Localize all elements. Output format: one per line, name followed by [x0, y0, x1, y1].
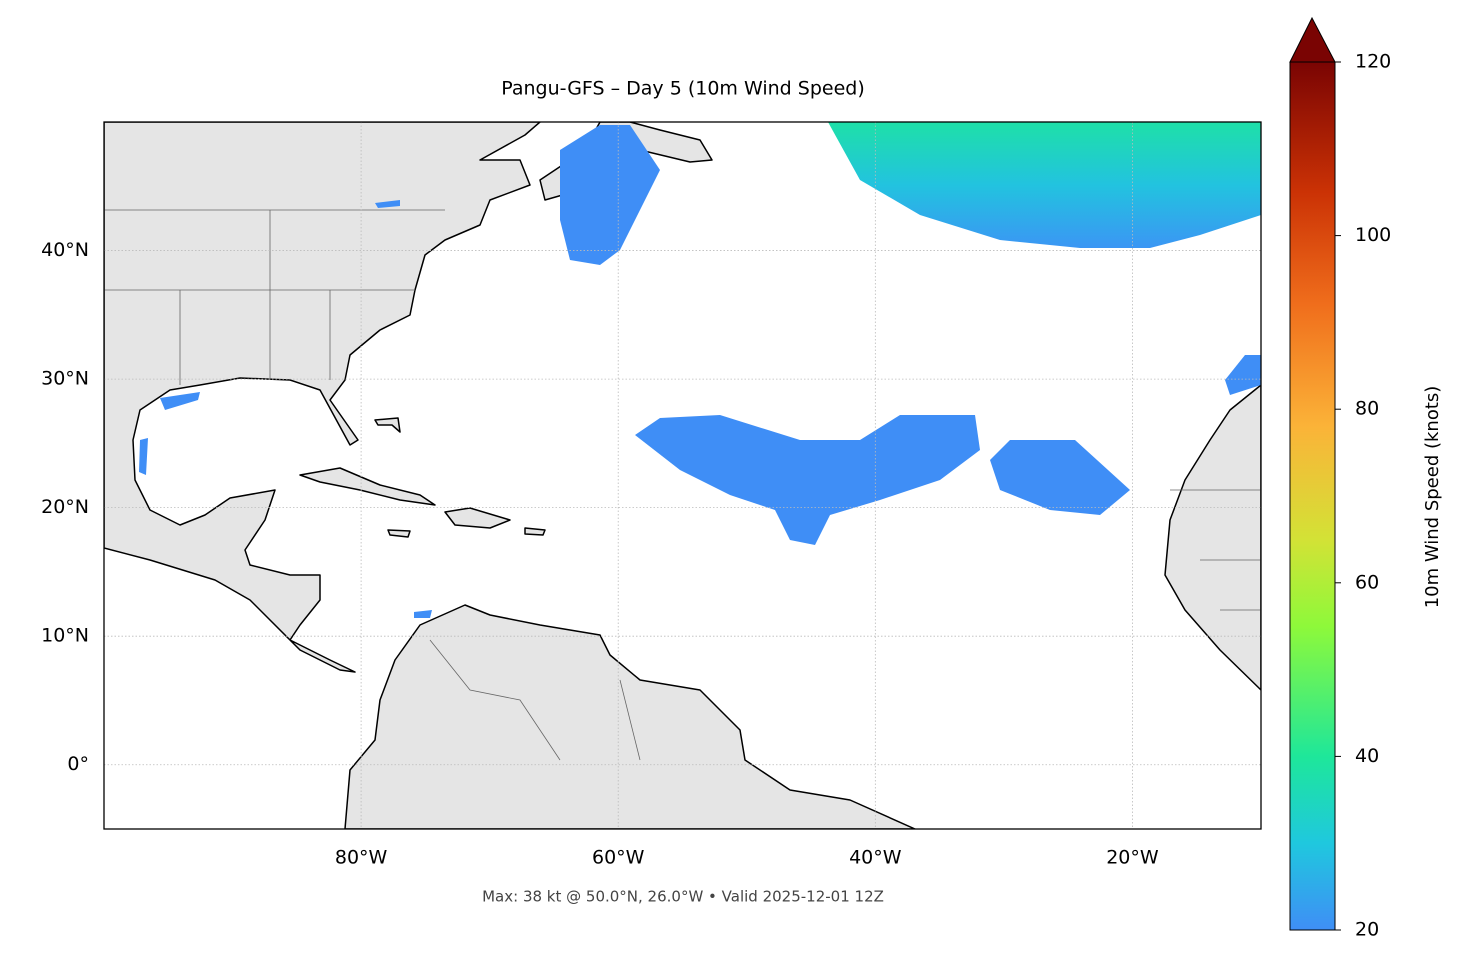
bahamas [374, 417, 401, 433]
map-area [104, 122, 1261, 829]
puerto-rico [524, 527, 546, 536]
colorbar-tick-label: 40 [1355, 745, 1379, 767]
axes-frame [103, 121, 1262, 830]
y-tick-label: 20°N [41, 496, 89, 518]
colorbar-tick-label: 100 [1355, 224, 1391, 246]
chart-title: Pangu-GFS – Day 5 (10m Wind Speed) [501, 78, 865, 100]
colorbar-tick-label: 120 [1355, 51, 1391, 73]
x-tick-label: 60°W [592, 847, 645, 869]
gridlines [104, 122, 1261, 829]
x-tick-label: 40°W [849, 847, 902, 869]
colorbar-tick-label: 60 [1355, 571, 1379, 593]
x-tick-label: 20°W [1106, 847, 1159, 869]
hispaniola [444, 507, 511, 529]
colorbar-tick-label: 20 [1355, 919, 1379, 941]
colorbar-extend [1289, 16, 1336, 63]
colorbar-tick-label: 80 [1355, 398, 1379, 420]
wind-area [560, 125, 660, 265]
wind-area [828, 122, 1261, 248]
wind-area [1225, 355, 1261, 395]
colorbar [1289, 61, 1336, 931]
x-tick-label: 80°W [335, 847, 388, 869]
cuba [299, 467, 436, 506]
jamaica [387, 529, 411, 538]
colorbar-label: 10m Wind Speed (knots) [1422, 386, 1443, 609]
africa [1164, 384, 1261, 691]
footer-note: Max: 38 kt @ 50.0°N, 26.0°W • Valid 2025… [482, 888, 884, 906]
south-america [344, 604, 916, 829]
y-tick-label: 40°N [41, 239, 89, 261]
borders [104, 209, 1261, 761]
north-america [104, 122, 541, 673]
y-tick-label: 0° [67, 753, 89, 775]
wind-area [990, 440, 1130, 515]
y-tick-label: 30°N [41, 368, 89, 390]
y-tick-label: 10°N [41, 625, 89, 647]
wind-area [635, 415, 980, 545]
